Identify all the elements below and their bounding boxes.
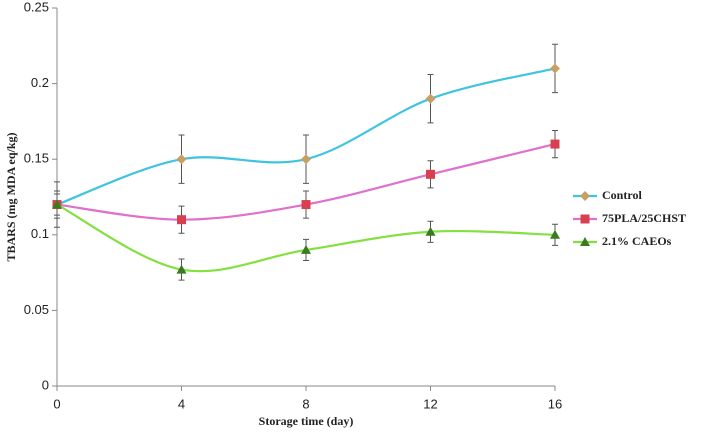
- legend-label: Control: [602, 188, 642, 202]
- data-point: [426, 169, 435, 179]
- data-point: [425, 93, 436, 104]
- x-tick-label: 4: [178, 396, 185, 411]
- data-point: [550, 139, 560, 149]
- data-point: [176, 154, 187, 165]
- x-tick-label: 16: [548, 396, 562, 411]
- data-point: [52, 199, 62, 209]
- data-point: [550, 229, 560, 239]
- x-tick-label: 0: [53, 396, 60, 411]
- y-tick-label: 0.1: [31, 226, 49, 241]
- x-tick-label: 8: [302, 396, 309, 411]
- legend-label: 75PLA/25CHST: [602, 211, 686, 225]
- y-tick-label: 0.25: [24, 0, 49, 14]
- data-point: [301, 244, 311, 254]
- x-axis-label: Storage time (day): [259, 414, 354, 428]
- legend-label: 2.1% CAEOs: [602, 234, 672, 248]
- y-axis-label: TBARS (mg MDA eq/kg): [4, 132, 18, 261]
- legend-marker: [580, 214, 590, 224]
- data-point: [176, 264, 187, 274]
- data-point: [550, 63, 560, 74]
- y-tick-label: 0.2: [31, 75, 49, 90]
- y-tick-label: 0: [42, 377, 49, 392]
- data-point: [177, 215, 186, 225]
- legend-marker: [580, 237, 590, 246]
- data-point: [425, 226, 436, 236]
- data-point: [301, 154, 311, 165]
- y-tick-label: 0.15: [24, 151, 49, 166]
- legend-marker: [580, 191, 590, 201]
- data-point: [301, 200, 311, 210]
- x-tick-label: 12: [423, 396, 437, 411]
- y-tick-label: 0.05: [24, 302, 49, 317]
